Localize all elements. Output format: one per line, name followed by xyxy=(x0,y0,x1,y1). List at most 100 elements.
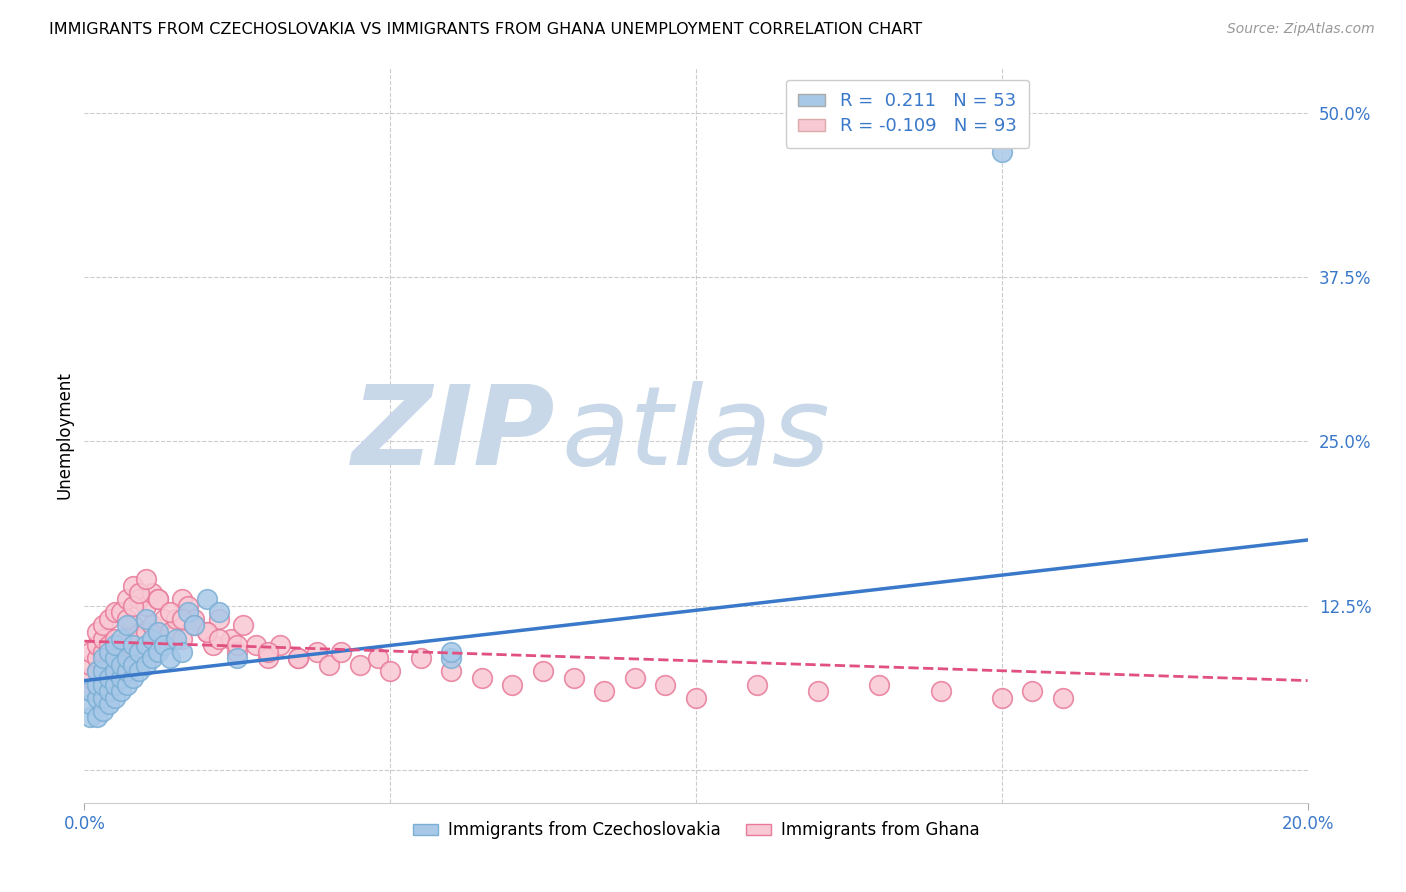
Point xyxy=(440,651,463,665)
Point xyxy=(128,585,150,599)
Point xyxy=(195,592,218,607)
Point xyxy=(177,605,200,619)
Point xyxy=(159,624,181,639)
Point xyxy=(104,657,127,672)
Point xyxy=(104,665,127,679)
Point xyxy=(122,599,145,613)
Point xyxy=(79,698,101,712)
Point xyxy=(440,645,463,659)
Point xyxy=(1021,684,1043,698)
Point xyxy=(146,592,169,607)
Point xyxy=(593,684,616,698)
Point xyxy=(104,690,127,705)
Point xyxy=(208,612,231,626)
Point xyxy=(165,632,187,646)
Point xyxy=(91,651,114,665)
Point xyxy=(153,638,176,652)
Point xyxy=(135,645,157,659)
Point xyxy=(115,612,138,626)
Point xyxy=(135,573,157,587)
Point xyxy=(115,618,138,632)
Point xyxy=(624,671,647,685)
Point xyxy=(97,665,120,679)
Point xyxy=(440,665,463,679)
Point xyxy=(122,579,145,593)
Point xyxy=(97,671,120,685)
Point xyxy=(232,618,254,632)
Point xyxy=(110,684,132,698)
Point xyxy=(97,612,120,626)
Point xyxy=(86,710,108,724)
Point xyxy=(135,638,157,652)
Point xyxy=(110,671,132,685)
Point xyxy=(141,618,163,632)
Point xyxy=(226,651,249,665)
Point xyxy=(146,592,169,607)
Point xyxy=(135,624,157,639)
Point xyxy=(97,651,120,665)
Point xyxy=(287,651,309,665)
Point xyxy=(86,638,108,652)
Point xyxy=(349,657,371,672)
Text: atlas: atlas xyxy=(561,382,830,488)
Point xyxy=(531,665,554,679)
Point xyxy=(79,671,101,685)
Text: Source: ZipAtlas.com: Source: ZipAtlas.com xyxy=(1227,22,1375,37)
Point xyxy=(135,612,157,626)
Point xyxy=(79,710,101,724)
Point xyxy=(172,632,194,646)
Point xyxy=(115,645,138,659)
Y-axis label: Unemployment: Unemployment xyxy=(55,371,73,499)
Point xyxy=(86,665,108,679)
Point xyxy=(208,632,231,646)
Point xyxy=(654,677,676,691)
Point xyxy=(97,638,120,652)
Point xyxy=(135,599,157,613)
Point xyxy=(172,612,194,626)
Point xyxy=(91,618,114,632)
Point xyxy=(128,665,150,679)
Point xyxy=(79,684,101,698)
Point xyxy=(183,618,205,632)
Point xyxy=(502,677,524,691)
Point xyxy=(257,651,280,665)
Point xyxy=(79,684,101,698)
Point xyxy=(91,690,114,705)
Point xyxy=(91,645,114,659)
Point xyxy=(122,638,145,652)
Point xyxy=(287,651,309,665)
Point xyxy=(91,665,114,679)
Point xyxy=(869,677,891,691)
Point xyxy=(91,632,114,646)
Point xyxy=(183,612,205,626)
Point xyxy=(115,632,138,646)
Point xyxy=(245,638,267,652)
Point xyxy=(104,645,127,659)
Point xyxy=(226,638,249,652)
Point xyxy=(122,671,145,685)
Point xyxy=(86,677,108,691)
Point xyxy=(104,638,127,652)
Point xyxy=(110,651,132,665)
Point xyxy=(471,671,494,685)
Point xyxy=(219,632,242,646)
Text: IMMIGRANTS FROM CZECHOSLOVAKIA VS IMMIGRANTS FROM GHANA UNEMPLOYMENT CORRELATION: IMMIGRANTS FROM CZECHOSLOVAKIA VS IMMIGR… xyxy=(49,22,922,37)
Point xyxy=(183,618,205,632)
Point xyxy=(159,651,181,665)
Point xyxy=(104,605,127,619)
Point xyxy=(110,657,132,672)
Point xyxy=(318,657,340,672)
Point xyxy=(91,704,114,718)
Point xyxy=(380,665,402,679)
Point xyxy=(91,657,114,672)
Point xyxy=(79,645,101,659)
Point xyxy=(115,665,138,679)
Point xyxy=(104,651,127,665)
Point xyxy=(97,698,120,712)
Point xyxy=(165,612,187,626)
Point xyxy=(807,684,830,698)
Point xyxy=(86,624,108,639)
Point xyxy=(208,605,231,619)
Point xyxy=(991,145,1014,160)
Point xyxy=(685,690,707,705)
